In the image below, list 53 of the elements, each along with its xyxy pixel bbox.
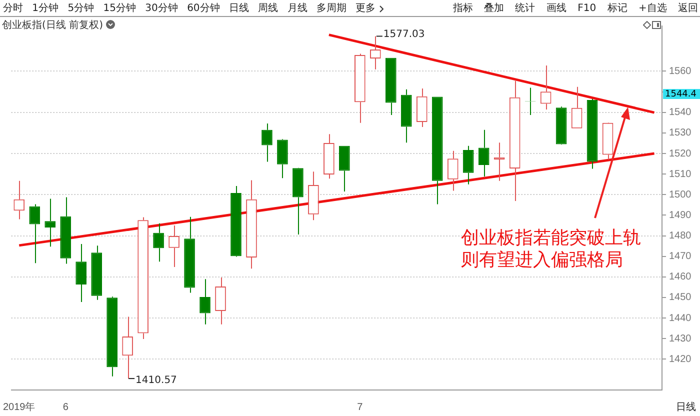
y-tick-label: 1480 <box>669 230 692 242</box>
y-tick-label: 1470 <box>669 251 692 262</box>
y-tick-label: 1520 <box>669 148 692 160</box>
annotation: 创业板指若能突破上轨 <box>461 228 641 249</box>
candlestick <box>76 243 87 302</box>
candlestick <box>215 277 226 325</box>
y-tick-label: 1490 <box>669 210 692 221</box>
candlestick <box>571 86 582 128</box>
y-tick-label: 1450 <box>669 292 692 304</box>
candlestick <box>246 180 257 270</box>
candlestick <box>184 216 195 294</box>
candlestick <box>292 168 304 236</box>
candlestick <box>556 106 567 144</box>
y-tick-label: 1540 <box>669 107 692 118</box>
y-tick-label: 1420 <box>669 354 692 365</box>
x-tick-label: 2019年 <box>3 400 36 413</box>
candlestick <box>586 98 598 170</box>
text: 分时 1分钟 5分钟 15分钟 30分钟 60分钟 日线 周线 月线 多周期 更多 <box>3 2 376 16</box>
candlestick <box>509 80 520 202</box>
candlestick <box>432 96 443 205</box>
candlestick <box>230 185 242 256</box>
y-tick-label: 1460 <box>669 272 692 283</box>
candlestick <box>602 122 614 160</box>
candlestick <box>60 196 72 264</box>
chart-title: 创业板指(日线 前复权) <box>2 18 103 32</box>
candlestick <box>308 171 319 221</box>
candlestick <box>44 198 56 248</box>
y-tick-label: 1560 <box>669 66 692 77</box>
candlestick <box>462 145 474 185</box>
annotation: 1577.03 <box>383 28 425 40</box>
candlestick <box>277 140 288 179</box>
text: 日线 <box>676 400 696 414</box>
annotation: 则有望进入偏强格局 <box>461 250 623 271</box>
candlestick <box>339 146 350 192</box>
y-tick-label: 1500 <box>669 189 692 200</box>
candlestick <box>416 88 428 128</box>
candlestick <box>354 53 366 124</box>
candlestick <box>106 296 118 377</box>
candlestick <box>324 134 334 180</box>
candlestick <box>447 150 458 192</box>
x-tick-label: 7 <box>357 402 364 413</box>
y-tick-label: 1510 <box>669 168 692 180</box>
y-tick-label: 1430 <box>669 333 692 344</box>
y-tick-label: 1440 <box>669 312 692 324</box>
annotation: 1410.57 <box>136 375 177 386</box>
text: 指标 叠加 统计 画线 F10 标记 +自选 返回 <box>452 2 698 16</box>
text: 1544.4 <box>665 89 697 100</box>
candlestick <box>400 88 412 144</box>
candlestick <box>138 216 148 340</box>
candlestick <box>385 58 396 116</box>
x-tick-label: 6 <box>62 402 69 413</box>
y-tick-label: 1530 <box>669 128 692 139</box>
candlestick <box>91 245 102 300</box>
